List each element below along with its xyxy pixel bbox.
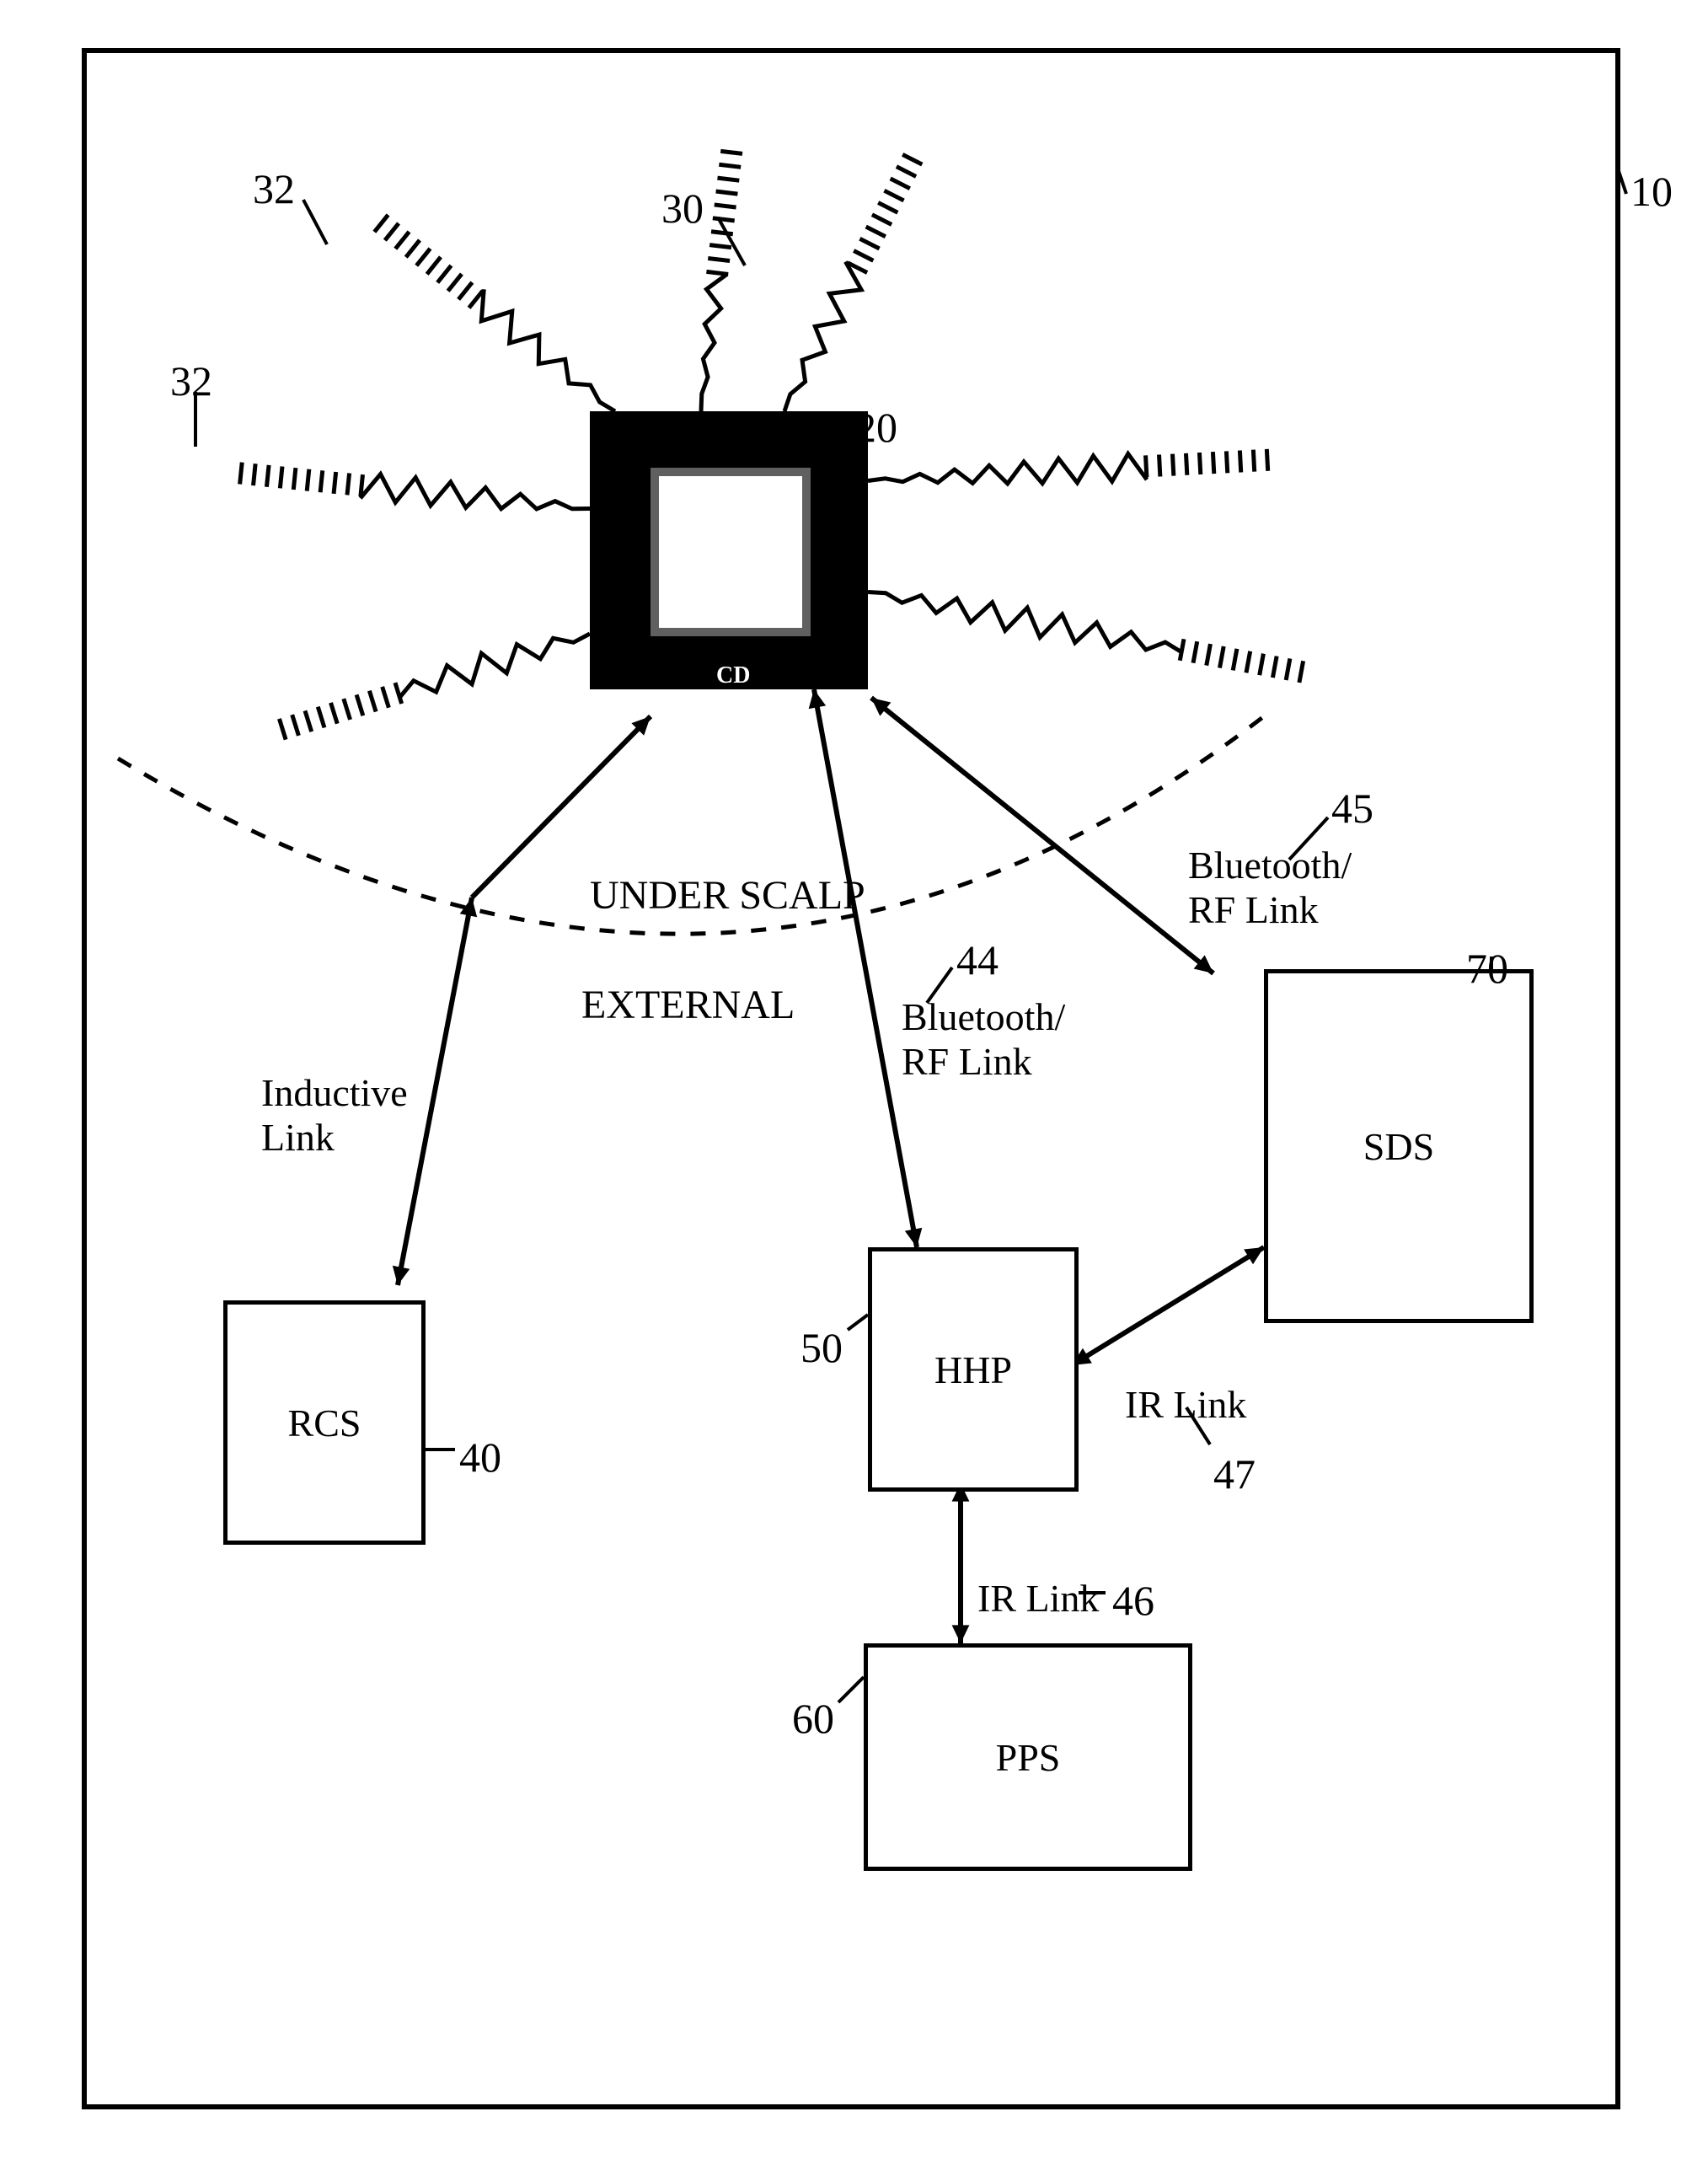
ir-link-label-47: IR Link: [1125, 1382, 1246, 1427]
external-label: EXTERNAL: [581, 982, 795, 1028]
diagram-canvas: RCS HHP PPS SDS 10 32 30 32 20 45 44 70 …: [0, 0, 1708, 2165]
hhp-label: HHP: [934, 1348, 1012, 1392]
ref-70: 70: [1466, 944, 1508, 993]
ref-40: 40: [459, 1433, 501, 1482]
bluetooth-label-44: Bluetooth/ RF Link: [902, 994, 1065, 1084]
sds-label: SDS: [1363, 1124, 1434, 1169]
ref-44: 44: [956, 935, 999, 984]
ir-link-label-46: IR Link: [977, 1576, 1099, 1621]
ref-10: 10: [1630, 167, 1673, 216]
rcs-box: RCS: [223, 1300, 426, 1545]
ref-47: 47: [1213, 1450, 1256, 1498]
under-scalp-label: UNDER SCALP: [590, 872, 865, 919]
bluetooth-label-45: Bluetooth/ RF Link: [1188, 843, 1352, 932]
sds-box: SDS: [1264, 969, 1534, 1323]
ref-45: 45: [1331, 784, 1373, 833]
ref-46: 46: [1112, 1576, 1154, 1625]
ref-50: 50: [800, 1323, 843, 1372]
rcs-label: RCS: [288, 1401, 361, 1445]
ref-32b: 32: [170, 356, 212, 405]
ref-20: 20: [855, 403, 897, 452]
cd-label: CD: [716, 662, 750, 689]
pps-label: PPS: [996, 1735, 1061, 1780]
ref-60: 60: [792, 1694, 834, 1743]
ref-30: 30: [661, 184, 704, 233]
cd-device-inner: [651, 468, 811, 636]
ref-32a: 32: [253, 164, 295, 213]
inductive-link-label: Inductive Link: [261, 1070, 408, 1160]
pps-box: PPS: [864, 1643, 1192, 1871]
hhp-box: HHP: [868, 1247, 1079, 1492]
